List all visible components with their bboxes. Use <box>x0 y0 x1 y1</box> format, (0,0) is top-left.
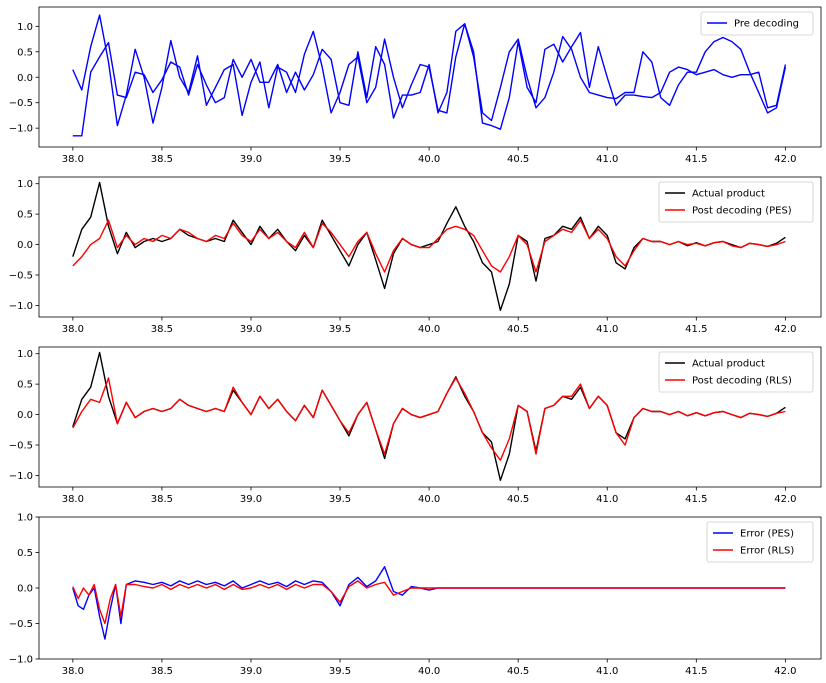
y-tick-label: 0.0 <box>17 73 33 84</box>
legend: Pre decoding <box>700 11 814 36</box>
y-tick-label: 1.0 <box>17 513 33 524</box>
x-tick-label: 42.0 <box>774 154 796 165</box>
x-tick-label: 39.0 <box>240 154 262 165</box>
y-tick-label: 1.0 <box>17 22 33 33</box>
x-tick-label: 42.0 <box>774 494 796 505</box>
x-tick-label: 40.5 <box>507 154 529 165</box>
x-tick-label: 40.0 <box>418 666 440 677</box>
y-tick-label: 0.5 <box>17 548 33 559</box>
x-tick-label: 40.0 <box>418 154 440 165</box>
x-tick-label: 39.0 <box>240 666 262 677</box>
x-tick-label: 41.5 <box>685 494 707 505</box>
series-line-2 <box>72 219 786 273</box>
x-tick-label: 41.5 <box>685 324 707 335</box>
x-tick-label: 38.5 <box>151 154 173 165</box>
x-tick-label: 42.0 <box>774 324 796 335</box>
x-tick-label: 38.5 <box>151 666 173 677</box>
x-tick-label: 41.0 <box>596 154 618 165</box>
x-tick-label: 42.0 <box>774 666 796 677</box>
y-tick-label: −0.5 <box>9 619 33 630</box>
x-tick-label: 39.0 <box>240 494 262 505</box>
y-tick-label: 0.5 <box>17 380 33 391</box>
panel-2: 38.0 38.5 39.0 39.5 40.0 40.5 41.0 41.5 42.0 −1.0… <box>9 176 822 335</box>
x-tick-label: 40.5 <box>507 324 529 335</box>
legend-label: Error (PES) <box>740 529 794 540</box>
x-tick-label: 40.0 <box>418 494 440 505</box>
x-tick-label: 38.5 <box>151 494 173 505</box>
legend-box <box>658 181 814 223</box>
x-tick-label: 39.5 <box>329 154 351 165</box>
y-tick-label: 1.0 <box>17 179 33 190</box>
x-tick-label: 40.5 <box>507 666 529 677</box>
y-tick-label: 0.0 <box>17 410 33 421</box>
x-tick-label: 39.5 <box>329 494 351 505</box>
x-tick-label: 41.0 <box>596 666 618 677</box>
x-tick-label: 40.0 <box>418 324 440 335</box>
series-line-2 <box>72 377 786 461</box>
x-tick-label: 38.5 <box>151 324 173 335</box>
x-tick-label: 39.5 <box>329 324 351 335</box>
y-tick-label: −1.0 <box>9 655 33 666</box>
y-tick-label: 0.5 <box>17 210 33 221</box>
x-tick-label: 38.0 <box>62 324 84 335</box>
x-tick-label: 41.0 <box>596 494 618 505</box>
series-line-1 <box>72 566 786 640</box>
x-tick-label: 38.0 <box>62 154 84 165</box>
y-tick-label: −0.5 <box>9 271 33 282</box>
y-tick-label: −0.5 <box>9 441 33 452</box>
legend: Error (PES) Error (RLS) <box>706 521 814 563</box>
legend: Actual product Post decoding (RLS) <box>658 351 814 393</box>
x-tick-label: 39.5 <box>329 666 351 677</box>
x-tick-label: 38.0 <box>62 666 84 677</box>
panel-3: 38.0 38.5 39.0 39.5 40.0 40.5 41.0 41.5 42.0 −1.0… <box>9 346 822 505</box>
y-tick-label: −1.0 <box>9 124 33 135</box>
x-tick-label: 41.0 <box>596 324 618 335</box>
x-tick-label: 38.0 <box>62 494 84 505</box>
panel-4: 38.0 38.5 39.0 39.5 40.0 40.5 41.0 41.5 42.0 −1.0… <box>9 513 822 677</box>
y-tick-label: 0.0 <box>17 240 33 251</box>
series-line-1 <box>72 14 787 127</box>
x-tick-label: 40.5 <box>507 494 529 505</box>
legend-box <box>700 11 814 36</box>
y-tick-label: 1.0 <box>17 349 33 360</box>
y-tick-label: −1.0 <box>9 471 33 482</box>
y-tick-label: −0.5 <box>9 98 33 109</box>
legend-label: Actual product <box>692 189 765 200</box>
legend-label: Pre decoding <box>734 19 799 30</box>
x-tick-label: 41.5 <box>685 666 707 677</box>
panel-1: 38.0 38.5 39.0 39.5 40.0 40.5 41.0 41.5 42.0 −1.0… <box>9 6 822 165</box>
axes-frame <box>38 346 822 488</box>
series-line-2 <box>72 23 787 137</box>
legend-label: Error (RLS) <box>740 546 794 557</box>
legend: Actual product Post decoding (PES) <box>658 181 814 223</box>
y-tick-label: 0.5 <box>17 47 33 58</box>
axes-frame <box>38 176 822 318</box>
x-tick-label: 41.5 <box>685 154 707 165</box>
legend-label: Post decoding (PES) <box>692 206 792 217</box>
legend-box <box>706 521 814 563</box>
series-line-2 <box>72 580 786 625</box>
legend-label: Post decoding (RLS) <box>692 376 792 387</box>
x-tick-label: 39.0 <box>240 324 262 335</box>
y-tick-label: −1.0 <box>9 301 33 312</box>
legend-box <box>658 351 814 393</box>
legend-label: Actual product <box>692 359 765 370</box>
y-tick-label: 0.0 <box>17 584 33 595</box>
